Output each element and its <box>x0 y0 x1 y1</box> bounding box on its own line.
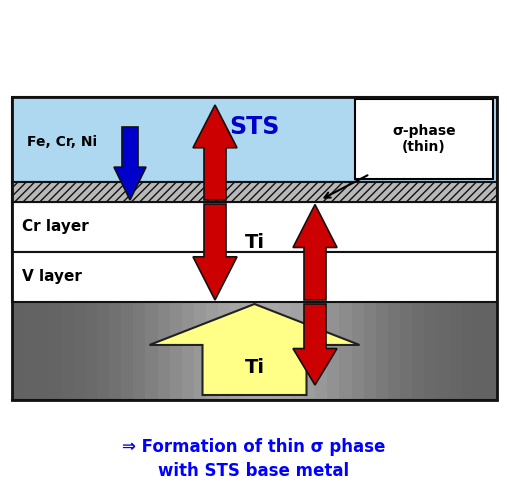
Bar <box>279 182 291 400</box>
Bar <box>424 182 437 400</box>
Bar <box>351 182 364 400</box>
Bar <box>97 182 109 400</box>
Bar <box>170 182 182 400</box>
Bar <box>291 182 303 400</box>
Bar <box>24 182 36 400</box>
Bar <box>437 182 449 400</box>
Bar <box>146 182 158 400</box>
Text: Fe, Cr, Ni: Fe, Cr, Ni <box>27 135 97 149</box>
Polygon shape <box>114 127 146 200</box>
Text: Cr: Cr <box>205 213 225 231</box>
Polygon shape <box>193 204 237 300</box>
Polygon shape <box>193 105 237 200</box>
Bar <box>73 182 85 400</box>
Bar <box>255 182 267 400</box>
Bar <box>85 182 97 400</box>
Bar <box>12 202 497 252</box>
Bar <box>218 182 230 400</box>
Bar <box>121 182 133 400</box>
Polygon shape <box>293 204 337 300</box>
Bar <box>400 182 412 400</box>
Bar <box>412 182 424 400</box>
Bar <box>12 252 497 302</box>
Bar <box>206 182 218 400</box>
Bar <box>48 182 60 400</box>
Bar <box>327 182 339 400</box>
Bar <box>303 182 315 400</box>
Bar <box>376 182 388 400</box>
Bar <box>182 182 194 400</box>
Bar <box>12 182 497 202</box>
Text: σ-phase
(thin): σ-phase (thin) <box>392 124 456 154</box>
Bar <box>60 182 73 400</box>
Bar <box>12 97 497 400</box>
Text: Cr layer: Cr layer <box>22 220 89 235</box>
Bar <box>355 99 493 179</box>
Bar <box>12 182 24 400</box>
Bar <box>485 182 497 400</box>
Bar <box>133 182 146 400</box>
Bar <box>267 182 279 400</box>
Bar <box>12 97 497 182</box>
Text: V: V <box>309 268 321 286</box>
Bar <box>315 182 327 400</box>
Bar <box>339 182 351 400</box>
Polygon shape <box>150 304 359 395</box>
Text: STS: STS <box>229 115 280 139</box>
Bar <box>109 182 121 400</box>
Polygon shape <box>293 304 337 385</box>
Bar <box>230 182 242 400</box>
Bar <box>364 182 376 400</box>
Text: V layer: V layer <box>22 269 82 284</box>
Bar <box>158 182 170 400</box>
Text: Ti: Ti <box>244 234 265 252</box>
Bar <box>388 182 400 400</box>
Bar <box>242 182 255 400</box>
Text: ⇒ Formation of thin σ phase
with STS base metal: ⇒ Formation of thin σ phase with STS bas… <box>122 438 385 480</box>
Text: Ti: Ti <box>244 358 265 377</box>
Bar <box>461 182 473 400</box>
Bar <box>449 182 461 400</box>
Bar <box>473 182 485 400</box>
Bar <box>36 182 48 400</box>
Bar <box>194 182 206 400</box>
